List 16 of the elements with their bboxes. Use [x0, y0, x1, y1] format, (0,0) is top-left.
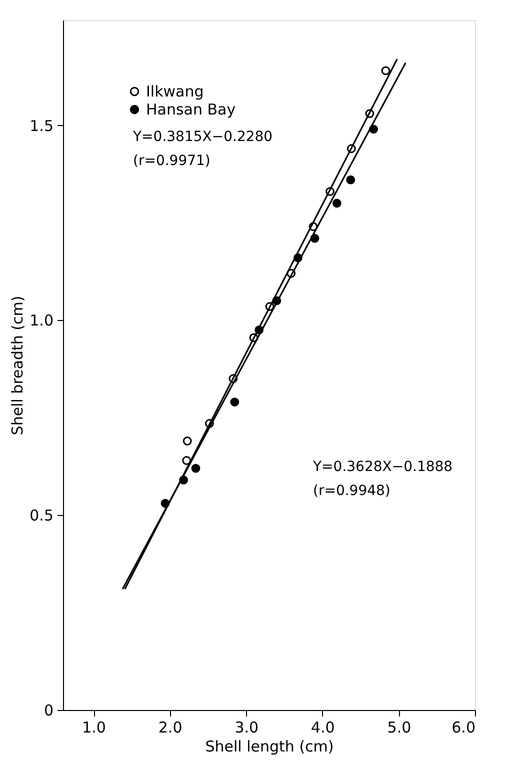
- y-tick-label: 1.5: [30, 116, 54, 135]
- annotation: Y=0.3815X−0.2280 (r=0.9971): [132, 129, 273, 169]
- annotation: Y=0.3628X−0.1888 (r=0.9948): [312, 459, 453, 499]
- x-axis-title: Shell length (cm): [205, 738, 334, 756]
- x-tick-label: 4.0: [310, 718, 335, 736]
- x-tick-label: 5.0: [387, 718, 412, 736]
- x-tick-label: 2.0: [158, 718, 182, 736]
- legend-label: Hansan Bay: [146, 100, 236, 118]
- y-tick-label: 0.5: [30, 506, 54, 525]
- y-tick-label: 1.0: [30, 312, 54, 330]
- legend-label: Ilkwang: [146, 82, 204, 100]
- x-tick-label: 6.0: [452, 718, 476, 736]
- y-axis-title: Shell breadth (cm): [8, 296, 27, 436]
- x-tick-label: 1.0: [82, 718, 106, 736]
- x-tick-label: 3.0: [234, 718, 259, 736]
- y-tick-label: 0: [44, 702, 54, 720]
